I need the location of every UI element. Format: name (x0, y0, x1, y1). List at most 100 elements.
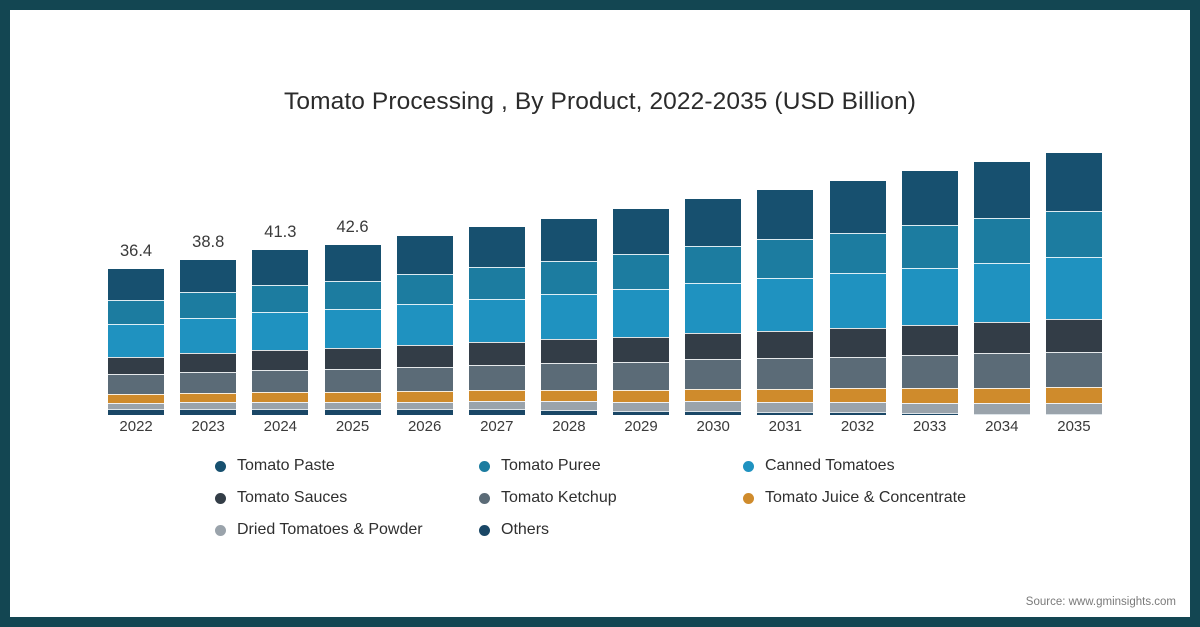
bar-segment[interactable] (396, 344, 453, 367)
bar-segment[interactable] (829, 181, 886, 234)
legend-item[interactable]: Tomato Paste (215, 450, 479, 482)
bar-segment[interactable] (1045, 414, 1102, 415)
bar-segment[interactable] (108, 299, 165, 324)
bar-stack[interactable] (1045, 152, 1102, 415)
bar-segment[interactable] (613, 336, 670, 362)
bar-segment[interactable] (901, 171, 958, 226)
bar-segment[interactable] (973, 262, 1030, 323)
bar-segment[interactable] (108, 356, 165, 375)
bar-segment[interactable] (829, 327, 886, 357)
bar-segment[interactable] (757, 330, 814, 359)
bar-segment[interactable] (613, 389, 670, 403)
bar-segment[interactable] (829, 412, 886, 415)
bar-segment[interactable] (613, 361, 670, 390)
bar-segment[interactable] (252, 392, 309, 403)
bar-segment[interactable] (685, 199, 742, 247)
bar-segment[interactable] (252, 249, 309, 285)
bar-stack[interactable] (613, 209, 670, 415)
bar-segment[interactable] (468, 227, 525, 268)
bar-segment[interactable] (757, 402, 814, 412)
bar-segment[interactable] (468, 364, 525, 391)
bar-segment[interactable] (1045, 211, 1102, 258)
bar-segment[interactable] (252, 284, 309, 313)
bar-segment[interactable] (252, 409, 309, 415)
bar-segment[interactable] (973, 161, 1030, 219)
bar-stack[interactable] (468, 227, 525, 415)
bar-segment[interactable] (180, 408, 237, 415)
bar-segment[interactable] (757, 411, 814, 415)
bar-segment[interactable] (324, 402, 381, 410)
bar-stack[interactable] (685, 199, 742, 415)
bar-segment[interactable] (180, 401, 237, 409)
bar-segment[interactable] (1045, 319, 1102, 352)
bar-segment[interactable] (252, 349, 309, 370)
bar-segment[interactable] (108, 374, 165, 394)
bar-segment[interactable] (396, 409, 453, 415)
bar-segment[interactable] (1045, 257, 1102, 320)
bar-stack[interactable] (180, 259, 237, 415)
legend-item[interactable]: Tomato Ketchup (479, 482, 743, 514)
bar-segment[interactable] (324, 309, 381, 348)
bar-segment[interactable] (613, 402, 670, 411)
bar-segment[interactable] (324, 368, 381, 392)
bar-segment[interactable] (108, 393, 165, 403)
bar-segment[interactable] (1045, 351, 1102, 388)
bar-segment[interactable] (540, 409, 597, 415)
bar-segment[interactable] (396, 303, 453, 345)
bar-segment[interactable] (180, 259, 237, 293)
bar-segment[interactable] (324, 280, 381, 310)
bar-stack[interactable] (324, 244, 381, 415)
bar-segment[interactable] (901, 325, 958, 356)
bar-segment[interactable] (468, 409, 525, 415)
bar-segment[interactable] (757, 388, 814, 403)
legend-item[interactable]: Tomato Puree (479, 450, 743, 482)
bar-segment[interactable] (973, 387, 1030, 404)
bar-segment[interactable] (468, 299, 525, 342)
bar-stack[interactable] (973, 161, 1030, 415)
bar-stack[interactable] (108, 269, 165, 415)
bar-segment[interactable] (1045, 387, 1102, 403)
bar-segment[interactable] (613, 253, 670, 290)
bar-segment[interactable] (973, 413, 1030, 415)
bar-segment[interactable] (1045, 152, 1102, 212)
bar-segment[interactable] (829, 273, 886, 328)
bar-segment[interactable] (613, 411, 670, 415)
bar-segment[interactable] (757, 278, 814, 331)
bar-segment[interactable] (396, 235, 453, 274)
bar-segment[interactable] (685, 410, 742, 415)
bar-segment[interactable] (540, 293, 597, 340)
bar-segment[interactable] (108, 323, 165, 357)
bar-segment[interactable] (901, 413, 958, 415)
bar-stack[interactable] (540, 218, 597, 415)
bar-stack[interactable] (757, 190, 814, 415)
bar-segment[interactable] (901, 402, 958, 413)
bar-segment[interactable] (685, 359, 742, 389)
bar-segment[interactable] (324, 347, 381, 369)
bar-stack[interactable] (396, 235, 453, 415)
legend-item[interactable]: Dried Tomatoes & Powder (215, 514, 479, 546)
bar-segment[interactable] (901, 225, 958, 268)
bar-segment[interactable] (396, 273, 453, 304)
bar-segment[interactable] (396, 391, 453, 402)
bar-segment[interactable] (685, 246, 742, 284)
bar-segment[interactable] (108, 269, 165, 300)
bar-segment[interactable] (252, 312, 309, 350)
bar-segment[interactable] (685, 401, 742, 411)
bar-segment[interactable] (613, 289, 670, 337)
legend-item[interactable]: Others (479, 514, 743, 546)
bar-segment[interactable] (973, 353, 1030, 388)
bar-segment[interactable] (324, 409, 381, 415)
bar-segment[interactable] (540, 363, 597, 390)
bar-segment[interactable] (180, 353, 237, 372)
legend-item[interactable]: Tomato Juice & Concentrate (743, 482, 1007, 514)
bar-segment[interactable] (757, 358, 814, 389)
bar-segment[interactable] (829, 388, 886, 403)
bar-segment[interactable] (613, 209, 670, 254)
bar-segment[interactable] (757, 190, 814, 240)
bar-segment[interactable] (1045, 402, 1102, 414)
bar-segment[interactable] (540, 389, 597, 402)
bar-segment[interactable] (829, 233, 886, 274)
bar-segment[interactable] (180, 317, 237, 354)
bar-segment[interactable] (324, 244, 381, 281)
bar-stack[interactable] (252, 249, 309, 415)
